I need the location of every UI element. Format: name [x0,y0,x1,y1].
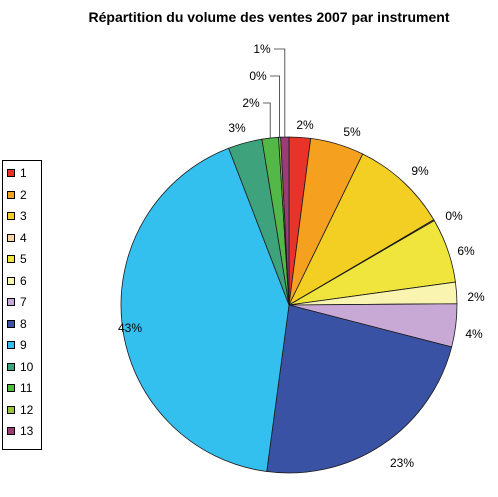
legend-label-13: 13 [20,424,34,438]
slice-label-5: 6% [457,244,475,258]
legend-item-5: 5 [7,252,27,266]
legend-label-6: 6 [20,273,27,288]
legend-swatch-1 [7,169,15,177]
slice-label-6: 2% [467,290,485,304]
pie-slice-8 [266,304,453,474]
legend-label-4: 4 [20,230,27,245]
slice-label-10: 3% [228,121,246,135]
legend: 1 2 3 4 5 6 7 8 9 10 11 12 13 [2,160,42,450]
legend-item-1: 1 [7,166,27,180]
legend-swatch-6 [7,276,15,285]
chart-title: Répartition du volume des ventes 2007 pa… [88,9,450,25]
legend-swatch-3 [7,212,15,220]
legend-label-2: 2 [20,187,27,202]
legend-label-10: 10 [20,359,34,374]
legend-label-5: 5 [20,252,27,266]
slice-label-4: 0% [445,209,463,223]
slice-label-9: 43% [118,321,142,335]
slice-label-2: 5% [343,125,361,139]
legend-label-12: 12 [20,402,34,417]
legend-item-11: 11 [7,381,33,395]
legend-label-1: 1 [20,166,27,180]
slice-label-8: 23% [390,456,414,470]
legend-item-6: 6 [7,273,27,288]
legend-label-8: 8 [20,316,27,331]
legend-item-4: 4 [7,230,27,245]
legend-swatch-7 [7,298,15,306]
legend-item-7: 7 [7,295,27,309]
legend-swatch-12 [7,405,15,414]
legend-label-7: 7 [20,295,27,309]
legend-item-9: 9 [7,338,27,352]
legend-item-8: 8 [7,316,27,331]
leader-line-12 [270,75,280,138]
pie-slice-13 [280,136,290,306]
legend-item-12: 12 [7,402,34,417]
legend-swatch-8 [7,319,15,328]
legend-item-13: 13 [7,424,34,438]
legend-swatch-13 [7,427,15,435]
legend-item-3: 3 [7,209,27,223]
pie-slice-9 [120,147,290,472]
slice-label-3: 9% [411,164,429,178]
legend-swatch-10 [7,362,15,371]
legend-label-9: 9 [20,338,27,352]
slice-label-1: 2% [296,118,314,132]
legend-swatch-2 [7,190,15,199]
legend-swatch-4 [7,233,15,242]
slice-label-13: 1% [253,42,271,56]
leader-line-13 [274,48,286,138]
slice-label-12: 0% [249,69,267,83]
legend-label-3: 3 [20,209,27,223]
pie-slice-3 [288,153,435,307]
leader-line-11 [263,102,271,139]
legend-swatch-5 [7,255,15,263]
slice-label-7: 4% [465,327,483,341]
legend-item-2: 2 [7,187,27,202]
slice-label-11: 2% [242,96,260,110]
legend-swatch-9 [7,341,15,349]
legend-label-11: 11 [20,381,33,395]
legend-item-10: 10 [7,359,34,374]
legend-swatch-11 [7,384,15,392]
